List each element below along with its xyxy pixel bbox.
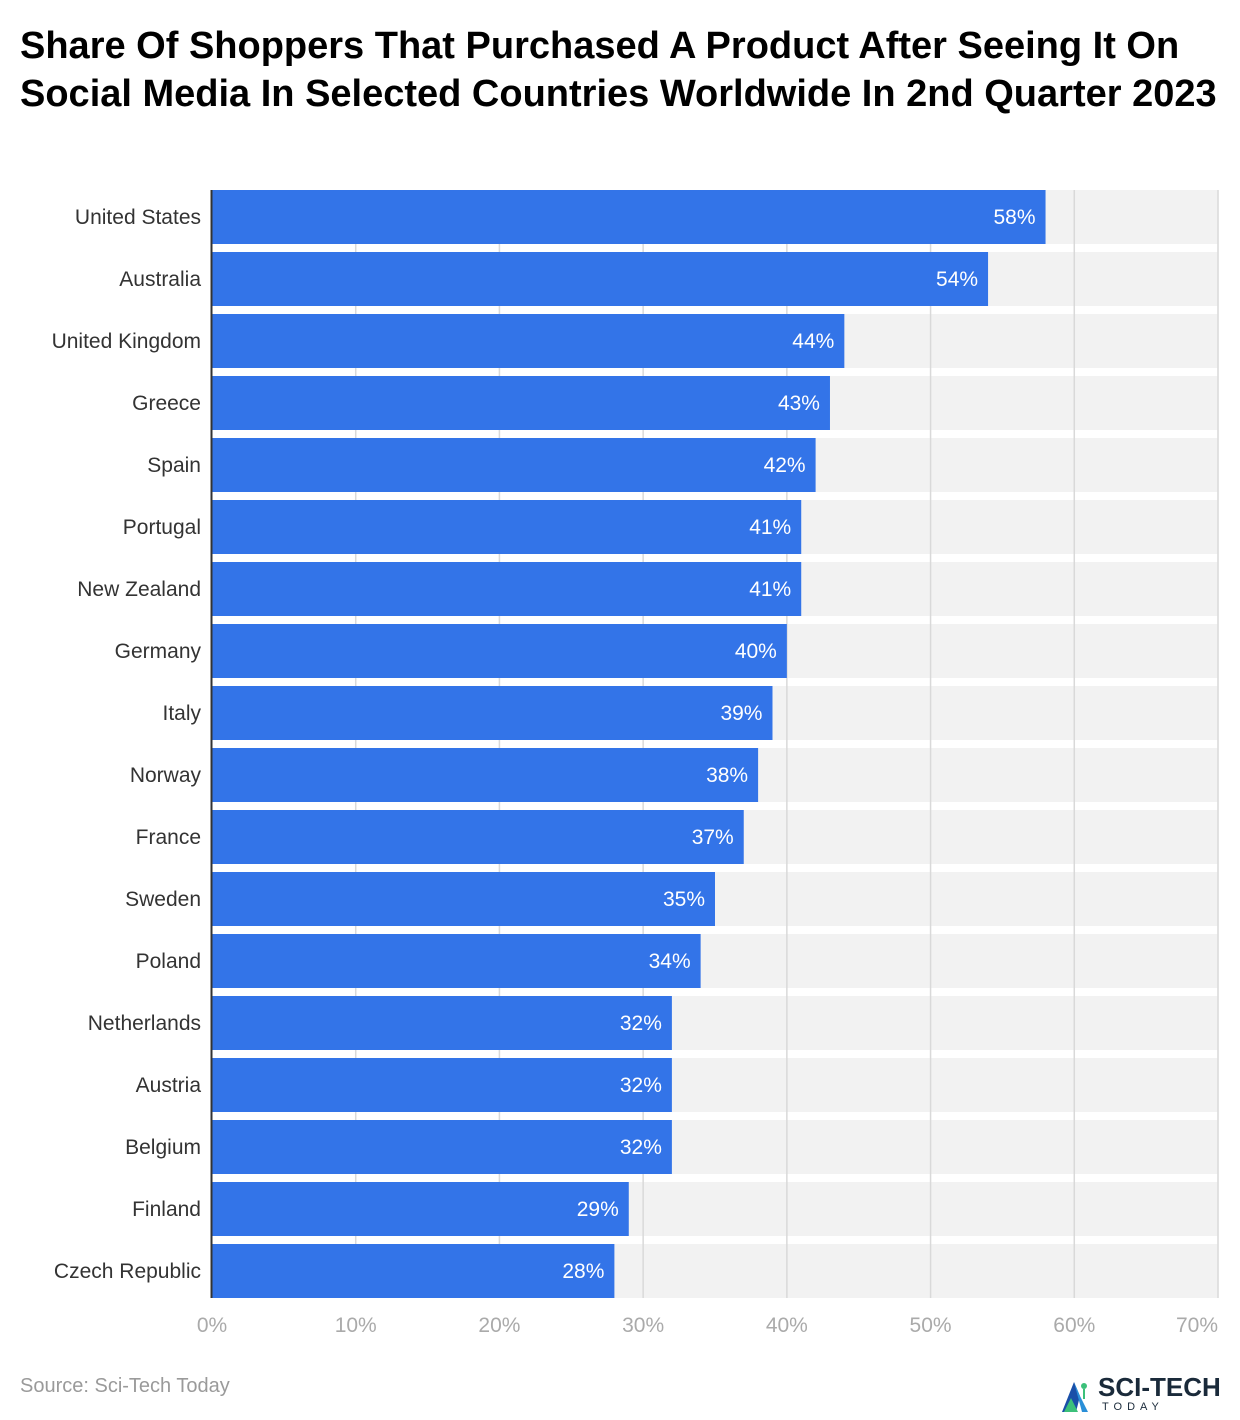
bar xyxy=(212,1058,672,1112)
x-tick-label: 40% xyxy=(766,1314,808,1337)
category-label: Austria xyxy=(136,1074,202,1097)
bar xyxy=(212,748,759,802)
bar xyxy=(212,376,830,430)
category-label: Belgium xyxy=(125,1136,201,1159)
category-label: Netherlands xyxy=(88,1012,201,1035)
x-tick-label: 20% xyxy=(478,1314,520,1337)
bar xyxy=(212,190,1046,244)
category-label: Sweden xyxy=(125,888,201,911)
category-label: United Kingdom xyxy=(52,330,201,353)
x-tick-label: 0% xyxy=(197,1314,227,1337)
bar xyxy=(212,686,773,740)
bar xyxy=(212,314,845,368)
category-label: Australia xyxy=(119,268,201,291)
bar xyxy=(212,500,802,554)
bar xyxy=(212,872,715,926)
bar xyxy=(212,624,787,678)
x-tick-label: 30% xyxy=(622,1314,664,1337)
bar xyxy=(212,1120,672,1174)
bar xyxy=(212,1182,629,1236)
source-note: Source: Sci-Tech Today xyxy=(20,1375,230,1397)
category-label: France xyxy=(136,826,201,849)
bar-value-label: 41% xyxy=(749,516,791,539)
category-label: Greece xyxy=(132,392,201,415)
bar xyxy=(212,996,672,1050)
bar xyxy=(212,562,802,616)
category-label: Finland xyxy=(132,1198,201,1221)
bar-value-label: 39% xyxy=(720,702,762,725)
category-label: Spain xyxy=(147,454,201,477)
sci-tech-today-logo: SCI-TECH TODAY xyxy=(1058,1372,1238,1416)
bar-value-label: 37% xyxy=(692,826,734,849)
bar xyxy=(212,438,816,492)
bar-value-label: 42% xyxy=(764,454,806,477)
bar-value-label: 40% xyxy=(735,640,777,663)
category-label: New Zealand xyxy=(77,578,201,601)
logo-tagline: TODAY xyxy=(1102,1401,1164,1413)
category-labels: United States Australia United Kingdom Gree… xyxy=(52,206,202,1283)
x-tick-labels: 0% 10% 20% 30% 40% 50% 60% 70% xyxy=(197,1314,1218,1337)
chart-title: Share Of Shoppers That Purchased A Produ… xyxy=(20,25,1217,115)
bar-value-label: 38% xyxy=(706,764,748,787)
x-tick-label: 60% xyxy=(1053,1314,1095,1337)
bar-value-label: 34% xyxy=(649,950,691,973)
bar xyxy=(212,1244,615,1298)
logo-wordmark: SCI-TECH xyxy=(1098,1372,1221,1402)
bar-value-label: 29% xyxy=(577,1198,619,1221)
category-label: Poland xyxy=(136,950,201,973)
category-label: Czech Republic xyxy=(54,1260,201,1283)
category-label: Portugal xyxy=(123,516,201,539)
x-tick-label: 10% xyxy=(335,1314,377,1337)
category-label: Norway xyxy=(130,764,202,787)
bar xyxy=(212,934,701,988)
category-label: Germany xyxy=(115,640,202,663)
bar xyxy=(212,252,989,306)
bars xyxy=(212,190,1046,1298)
bar-value-label: 41% xyxy=(749,578,791,601)
category-label: Italy xyxy=(162,702,201,725)
x-tick-label: 50% xyxy=(910,1314,952,1337)
bar-value-labels: 58% 54% 44% 43% 42% 41% 41% 40% 39% 38% 37% 35% 34% 3… xyxy=(562,206,1035,1283)
bar xyxy=(212,810,744,864)
bar-value-label: 32% xyxy=(620,1074,662,1097)
bar-value-label: 58% xyxy=(994,206,1036,229)
bar-value-label: 54% xyxy=(936,268,978,291)
logo-mark-icon xyxy=(1062,1382,1088,1412)
bar-value-label: 35% xyxy=(663,888,705,911)
x-tick-label: 70% xyxy=(1176,1314,1218,1337)
category-label: United States xyxy=(75,206,201,229)
bar-value-label: 32% xyxy=(620,1136,662,1159)
bar-value-label: 44% xyxy=(792,330,834,353)
bar-chart: 58% 54% 44% 43% 42% 41% 41% 40% 39% 38% 37% 35% 34% 3… xyxy=(52,190,1219,1337)
bar-value-label: 32% xyxy=(620,1012,662,1035)
gridlines xyxy=(354,190,1219,1298)
bar-value-label: 43% xyxy=(778,392,820,415)
bar-value-label: 28% xyxy=(562,1260,604,1283)
